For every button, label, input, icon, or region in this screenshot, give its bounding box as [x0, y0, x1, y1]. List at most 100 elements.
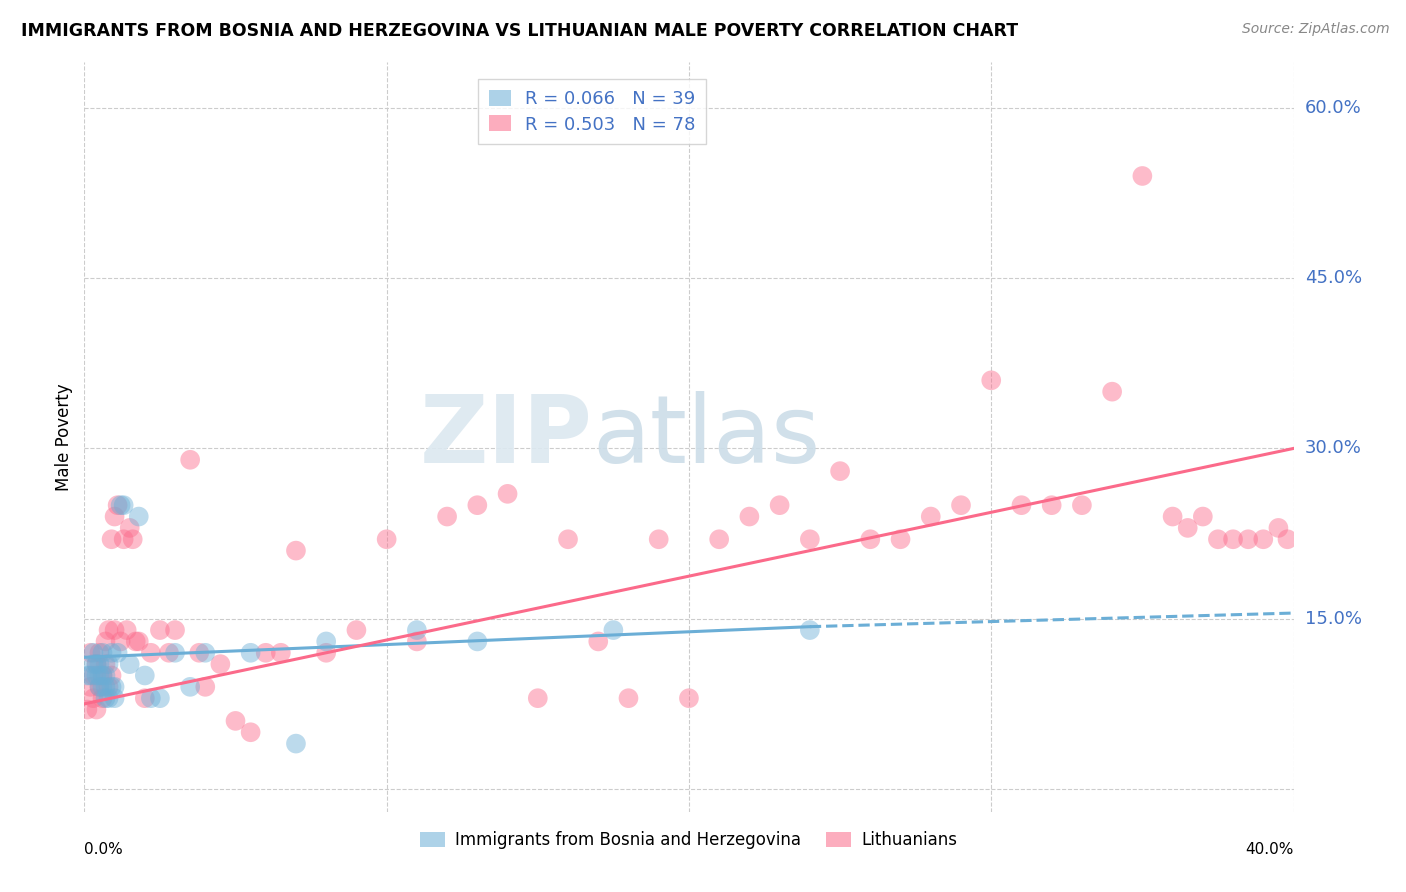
Point [1011, 498, 1033, 512]
Point [179, 452, 201, 467]
Text: 45.0%: 45.0% [1305, 269, 1362, 287]
Point [149, 623, 172, 637]
Point [118, 657, 141, 672]
Point [890, 533, 912, 547]
Point [920, 509, 942, 524]
Point [1277, 533, 1299, 547]
Point [194, 646, 217, 660]
Point [110, 634, 132, 648]
Point [100, 668, 122, 682]
Point [859, 533, 882, 547]
Point [79, 646, 101, 660]
Point [285, 543, 308, 558]
Point [209, 657, 232, 672]
Point [1161, 509, 1184, 524]
Point [602, 623, 624, 637]
Point [94, 657, 117, 672]
Point [179, 680, 201, 694]
Point [112, 498, 135, 512]
Point [89, 668, 111, 682]
Point [82, 646, 104, 660]
Point [79, 668, 101, 682]
Point [107, 498, 129, 512]
Point [104, 623, 127, 637]
Point [1040, 498, 1063, 512]
Point [239, 646, 262, 660]
Point [82, 691, 104, 706]
Point [128, 509, 150, 524]
Point [89, 680, 111, 694]
Point [738, 509, 761, 524]
Text: Source: ZipAtlas.com: Source: ZipAtlas.com [1241, 22, 1389, 37]
Point [115, 623, 138, 637]
Point [1177, 521, 1199, 535]
Text: 15.0%: 15.0% [1305, 610, 1361, 628]
Point [527, 691, 550, 706]
Point [104, 691, 127, 706]
Point [104, 680, 127, 694]
Point [467, 634, 489, 648]
Point [121, 533, 143, 547]
Point [112, 533, 135, 547]
Point [1192, 509, 1215, 524]
Point [76, 702, 98, 716]
Point [436, 509, 458, 524]
Point [165, 646, 187, 660]
Point [86, 657, 108, 672]
Point [91, 691, 114, 706]
Point [110, 498, 132, 512]
Point [97, 691, 120, 706]
Point [139, 646, 162, 660]
Point [91, 668, 114, 682]
Point [97, 623, 120, 637]
Point [346, 623, 368, 637]
Point [799, 533, 821, 547]
Point [799, 623, 821, 637]
Point [315, 646, 337, 660]
Point [617, 691, 640, 706]
Text: 40.0%: 40.0% [1246, 842, 1294, 857]
Point [270, 646, 292, 660]
Point [950, 498, 973, 512]
Point [89, 680, 111, 694]
Point [157, 646, 180, 660]
Point [1253, 533, 1275, 547]
Point [134, 691, 156, 706]
Point [91, 646, 114, 660]
Point [89, 657, 111, 672]
Point [100, 680, 122, 694]
Point [1222, 533, 1244, 547]
Point [100, 646, 122, 660]
Point [588, 634, 610, 648]
Point [94, 680, 117, 694]
Point [165, 623, 187, 637]
Point [86, 657, 108, 672]
Point [1130, 169, 1153, 183]
Point [97, 680, 120, 694]
Point [91, 680, 114, 694]
Point [94, 691, 117, 706]
Point [76, 668, 98, 682]
Point [254, 646, 277, 660]
Point [188, 646, 211, 660]
Point [375, 533, 398, 547]
Point [496, 487, 519, 501]
Point [91, 668, 114, 682]
Y-axis label: Male Poverty: Male Poverty [55, 384, 73, 491]
Point [648, 533, 671, 547]
Point [830, 464, 852, 478]
Point [134, 668, 156, 682]
Point [86, 668, 108, 682]
Point [1206, 533, 1229, 547]
Point [1267, 521, 1289, 535]
Point [149, 691, 172, 706]
Point [89, 646, 111, 660]
Point [94, 668, 117, 682]
Point [980, 373, 1002, 387]
Point [709, 533, 731, 547]
Point [97, 657, 120, 672]
Point [678, 691, 700, 706]
Text: ZIP: ZIP [419, 391, 592, 483]
Point [769, 498, 792, 512]
Point [118, 521, 141, 535]
